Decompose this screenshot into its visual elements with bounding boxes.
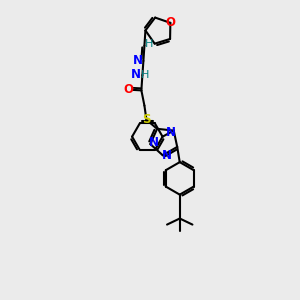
Text: O: O bbox=[124, 83, 134, 96]
Text: N: N bbox=[166, 126, 176, 139]
Text: N: N bbox=[149, 136, 159, 148]
Text: S: S bbox=[142, 113, 151, 126]
Text: H: H bbox=[145, 39, 154, 49]
Text: N: N bbox=[131, 68, 141, 81]
Text: N: N bbox=[162, 149, 172, 162]
Text: N: N bbox=[133, 54, 143, 67]
Text: H: H bbox=[141, 70, 150, 80]
Text: O: O bbox=[165, 16, 176, 29]
